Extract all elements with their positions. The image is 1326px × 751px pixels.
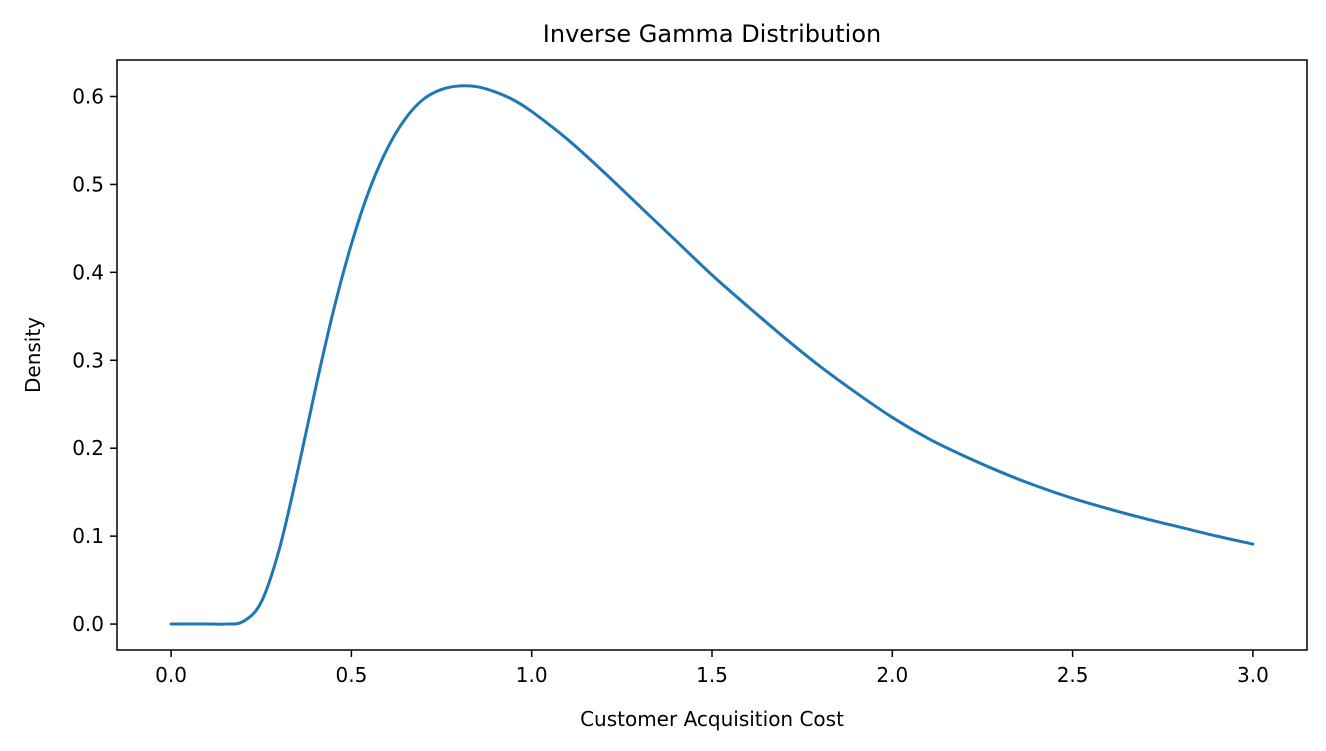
y-tick-label: 0.1 bbox=[72, 524, 104, 548]
y-tick-label: 0.3 bbox=[72, 348, 104, 372]
y-tick-label: 0.0 bbox=[72, 612, 104, 636]
y-tick-label: 0.2 bbox=[72, 436, 104, 460]
x-tick-label: 3.0 bbox=[1237, 663, 1269, 687]
y-tick-label: 0.5 bbox=[72, 172, 104, 196]
series-line bbox=[169, 84, 1255, 626]
x-tick-label: 0.0 bbox=[155, 663, 187, 687]
x-tick-label: 0.5 bbox=[335, 663, 367, 687]
x-tick-label: 1.5 bbox=[696, 663, 728, 687]
plot-frame bbox=[116, 59, 1308, 651]
x-tick-label: 2.0 bbox=[876, 663, 908, 687]
x-tick-label: 2.5 bbox=[1057, 663, 1089, 687]
y-axis-ticks: 0.0 0.1 0.2 0.3 0.4 0.5 0.6 bbox=[72, 84, 117, 636]
x-axis-label: Customer Acquisition Cost bbox=[580, 707, 844, 731]
x-axis-ticks: 0.0 0.5 1.0 1.5 2.0 2.5 3.0 bbox=[155, 650, 1269, 687]
y-axis-label: Density bbox=[21, 317, 45, 393]
y-tick-label: 0.6 bbox=[72, 84, 104, 108]
x-tick-label: 1.0 bbox=[516, 663, 548, 687]
chart-title: Inverse Gamma Distribution bbox=[543, 20, 881, 48]
y-tick-label: 0.4 bbox=[72, 260, 104, 284]
